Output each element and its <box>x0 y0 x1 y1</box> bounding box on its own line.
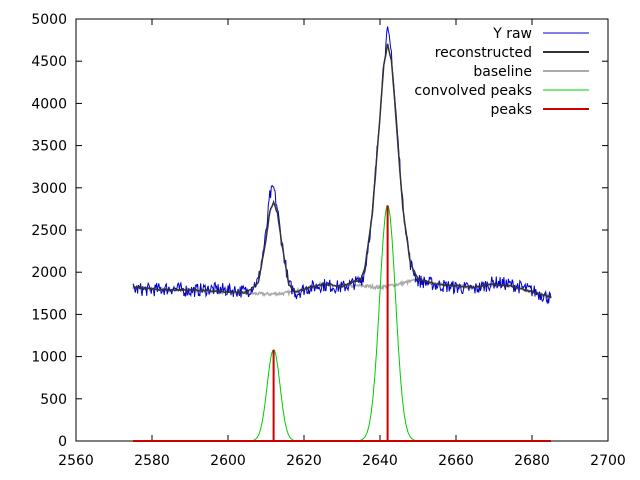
legend-label: peaks <box>491 102 532 118</box>
y-tick-label: 2500 <box>31 223 67 239</box>
legend-label: reconstructed <box>435 45 532 61</box>
y-tick-label: 500 <box>40 392 67 408</box>
legend: Y raw reconstructed baseline convolved peak… <box>414 26 589 118</box>
y-axis-ticks: 0 500 1000 1500 2000 2500 3000 3500 4000 4500 5000 <box>31 12 608 450</box>
legend-label: baseline <box>473 64 532 80</box>
x-tick-label: 2680 <box>514 453 550 469</box>
y-tick-label: 5000 <box>31 12 67 28</box>
series-reconstructed <box>132 43 552 299</box>
series-convolved-peaks <box>133 204 551 442</box>
y-tick-label: 1000 <box>31 350 67 366</box>
x-axis-ticks: 2560 2580 2600 2620 2640 2660 2680 2700 <box>58 19 626 469</box>
x-tick-label: 2600 <box>210 453 246 469</box>
y-tick-label: 4000 <box>31 96 67 112</box>
x-tick-label: 2660 <box>438 453 474 469</box>
plot-area <box>132 26 552 442</box>
x-tick-label: 2620 <box>286 453 322 469</box>
legend-label: convolved peaks <box>414 83 532 99</box>
x-tick-label: 2580 <box>134 453 170 469</box>
x-tick-label: 2560 <box>58 453 94 469</box>
x-tick-label: 2640 <box>362 453 398 469</box>
y-tick-label: 2000 <box>31 265 67 281</box>
y-tick-label: 3000 <box>31 181 67 197</box>
y-tick-label: 0 <box>58 434 67 450</box>
y-tick-label: 4500 <box>31 54 67 70</box>
y-tick-label: 3500 <box>31 139 67 155</box>
x-tick-label: 2700 <box>590 453 626 469</box>
legend-label: Y raw <box>492 26 532 42</box>
y-tick-label: 1500 <box>31 307 67 323</box>
